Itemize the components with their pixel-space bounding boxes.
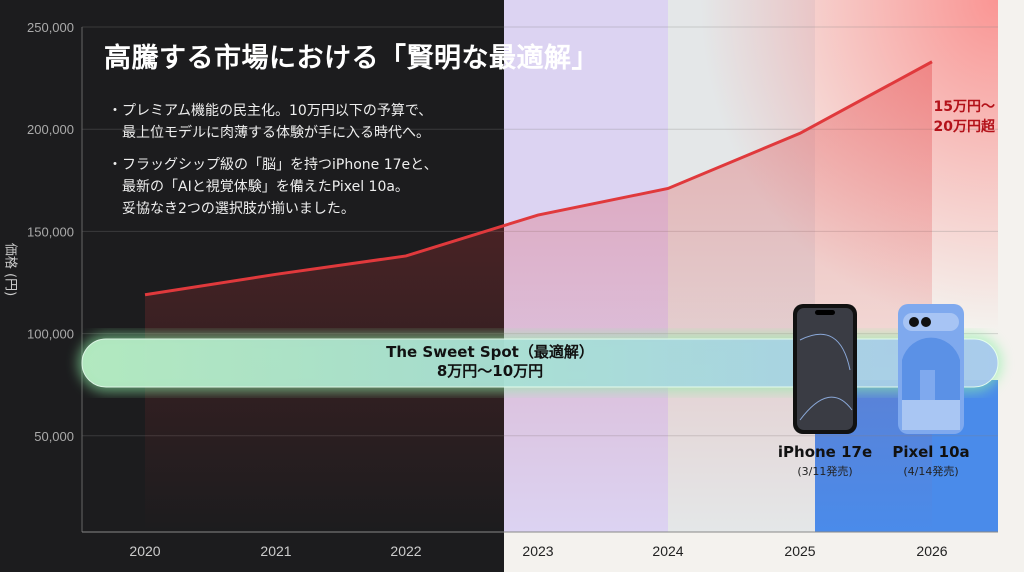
pixel-name: Pixel 10a bbox=[892, 443, 970, 461]
slide-title: 高騰する市場における「賢明な最適解」 bbox=[104, 43, 599, 74]
x-tick-label: 2023 bbox=[522, 543, 553, 559]
x-tick-label: 2025 bbox=[784, 543, 815, 559]
pixel-image bbox=[898, 304, 964, 434]
bullet-line: ・フラッグシップ級の「脳」を持つiPhone 17eと、 bbox=[108, 157, 438, 173]
y-tick-label: 100,000 bbox=[27, 327, 74, 342]
y-axis-label: 価格 (円) bbox=[2, 242, 18, 297]
x-tick-label: 2020 bbox=[129, 543, 160, 559]
pixel-date: (4/14発売) bbox=[903, 465, 959, 478]
bullet-line: ・プレミアム機能の民主化。10万円以下の予算で、 bbox=[108, 103, 433, 119]
line-area bbox=[145, 61, 932, 533]
bullet-item: ・プレミアム機能の民主化。10万円以下の予算で、 最上位モデルに肉薄する体験が手… bbox=[108, 100, 438, 144]
y-tick-label: 200,000 bbox=[27, 122, 74, 137]
sweet-spot-label: The Sweet Spot（最適解） 8万円〜10万円 bbox=[300, 343, 680, 381]
bullet-line: 最新の「AIと視覚体験」を備えたPixel 10a。 bbox=[122, 179, 409, 195]
y-tick-label: 250,000 bbox=[27, 20, 74, 35]
iphone-image bbox=[793, 304, 857, 434]
sweet-spot-title: The Sweet Spot（最適解） bbox=[386, 343, 594, 361]
y-tick-label: 50,000 bbox=[34, 429, 74, 444]
price-line bbox=[144, 60, 933, 297]
y-tick-label: 150,000 bbox=[27, 224, 74, 239]
sweet-spot-range: 8万円〜10万円 bbox=[436, 362, 544, 380]
x-tick-label: 2022 bbox=[390, 543, 421, 559]
annotation-line: 15万円〜 bbox=[933, 99, 995, 115]
annotation-line: 20万円超 bbox=[933, 119, 995, 135]
bullet-line: 最上位モデルに肉薄する体験が手に入る時代へ。 bbox=[122, 125, 430, 141]
bullet-line: 妥協なき2つの選択肢が揃いました。 bbox=[122, 201, 355, 217]
x-tick-label: 2026 bbox=[916, 543, 947, 559]
price-annotation: 15万円〜 20万円超 bbox=[905, 97, 995, 137]
x-tick-label: 2024 bbox=[652, 543, 683, 559]
sweet-spot-band bbox=[81, 338, 999, 388]
bullet-item: ・フラッグシップ級の「脳」を持つiPhone 17eと、 最新の「AIと視覚体験… bbox=[108, 154, 438, 220]
x-tick-label: 2021 bbox=[260, 543, 291, 559]
iphone-date: (3/11発売) bbox=[797, 465, 853, 478]
bullet-list: ・プレミアム機能の民主化。10万円以下の予算で、 最上位モデルに肉薄する体験が手… bbox=[108, 100, 438, 230]
iphone-name: iPhone 17e bbox=[777, 443, 873, 461]
